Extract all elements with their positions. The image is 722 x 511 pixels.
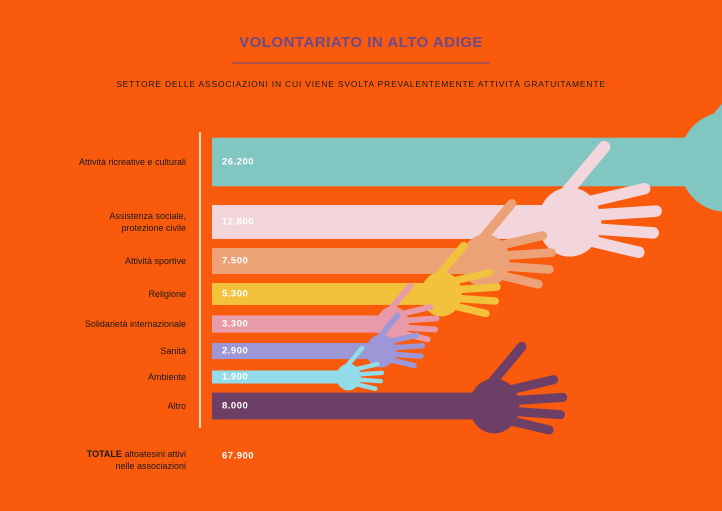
bar (212, 283, 431, 305)
hand-finger (351, 381, 378, 391)
hand-finger (385, 351, 424, 359)
hand-finger (396, 304, 434, 318)
chart-title: VOLONTARIATO IN ALTO ADIGE (239, 34, 483, 51)
arm (212, 345, 385, 391)
hand-finger (501, 375, 559, 396)
hand-finger (578, 233, 645, 259)
hand-thumb (342, 345, 365, 371)
hand-thumb (431, 241, 468, 284)
arm (212, 103, 722, 212)
hand-finger (351, 377, 384, 384)
hand-finger (578, 222, 660, 239)
total-label-bold: TOTALE (86, 449, 122, 459)
hand-finger (578, 205, 662, 222)
arm (212, 140, 662, 259)
bar (212, 315, 385, 333)
hand-thumb (554, 140, 611, 205)
value-label: 8.000 (222, 400, 249, 412)
hand-finger (446, 294, 499, 305)
total-label: TOTALE altoatesini attivi nelle associaz… (87, 448, 186, 472)
hand-finger (446, 283, 501, 294)
hand-finger (446, 268, 494, 286)
value-label: 26.200 (222, 156, 255, 168)
category-label: Attività sportive (124, 256, 186, 266)
bar (212, 137, 698, 187)
hand-finger (446, 301, 490, 318)
total-label-text: altoatesini attivi nelle associazioni (115, 449, 186, 471)
arm (212, 198, 556, 289)
hand-finger (396, 315, 440, 324)
bar (212, 248, 472, 274)
hand-finger (491, 231, 548, 251)
hand-thumb (385, 282, 414, 316)
category-label: Solidarietà internazionale (84, 319, 186, 329)
total-value: 67.900 (222, 450, 255, 462)
arm (212, 341, 568, 435)
hand-thumb (482, 341, 527, 393)
hand-thumb (374, 312, 401, 343)
hand-thumb (474, 198, 517, 248)
value-label: 2.900 (222, 345, 249, 357)
category-label: Assistenza sociale, protezione civile (109, 211, 186, 233)
hand-finger (501, 392, 568, 406)
value-label: 1.900 (222, 371, 249, 383)
hand-finger (396, 324, 439, 333)
hand-finger (491, 261, 554, 274)
bar (212, 342, 374, 360)
hand-finger (491, 269, 543, 289)
hand-thumb (703, 103, 722, 138)
hand-finger (385, 332, 420, 345)
category-label: Ambiente (147, 372, 186, 382)
hand-finger (351, 370, 385, 377)
hand-finger (578, 182, 651, 209)
hand-finger (351, 361, 380, 372)
bar (212, 370, 343, 384)
category-label: Sanità (160, 346, 186, 356)
category-label: Attività ricreative e culturali (78, 157, 186, 167)
category-label: Religione (148, 289, 186, 299)
arm (212, 312, 426, 369)
value-label: 3.300 (222, 318, 249, 330)
chart-subtitle: SETTORE DELLE ASSOCIAZIONI IN CUI VIENE … (116, 79, 606, 89)
value-label: 5.300 (222, 288, 249, 300)
hand-finger (385, 343, 426, 351)
value-label: 7.500 (222, 255, 249, 267)
hand-finger (501, 415, 554, 435)
category-label: Altro (167, 401, 186, 411)
hand-finger (491, 248, 556, 261)
value-label: 12.800 (222, 216, 255, 228)
hand-finger (501, 406, 565, 420)
hand-finger (385, 356, 417, 369)
bar (212, 392, 481, 420)
